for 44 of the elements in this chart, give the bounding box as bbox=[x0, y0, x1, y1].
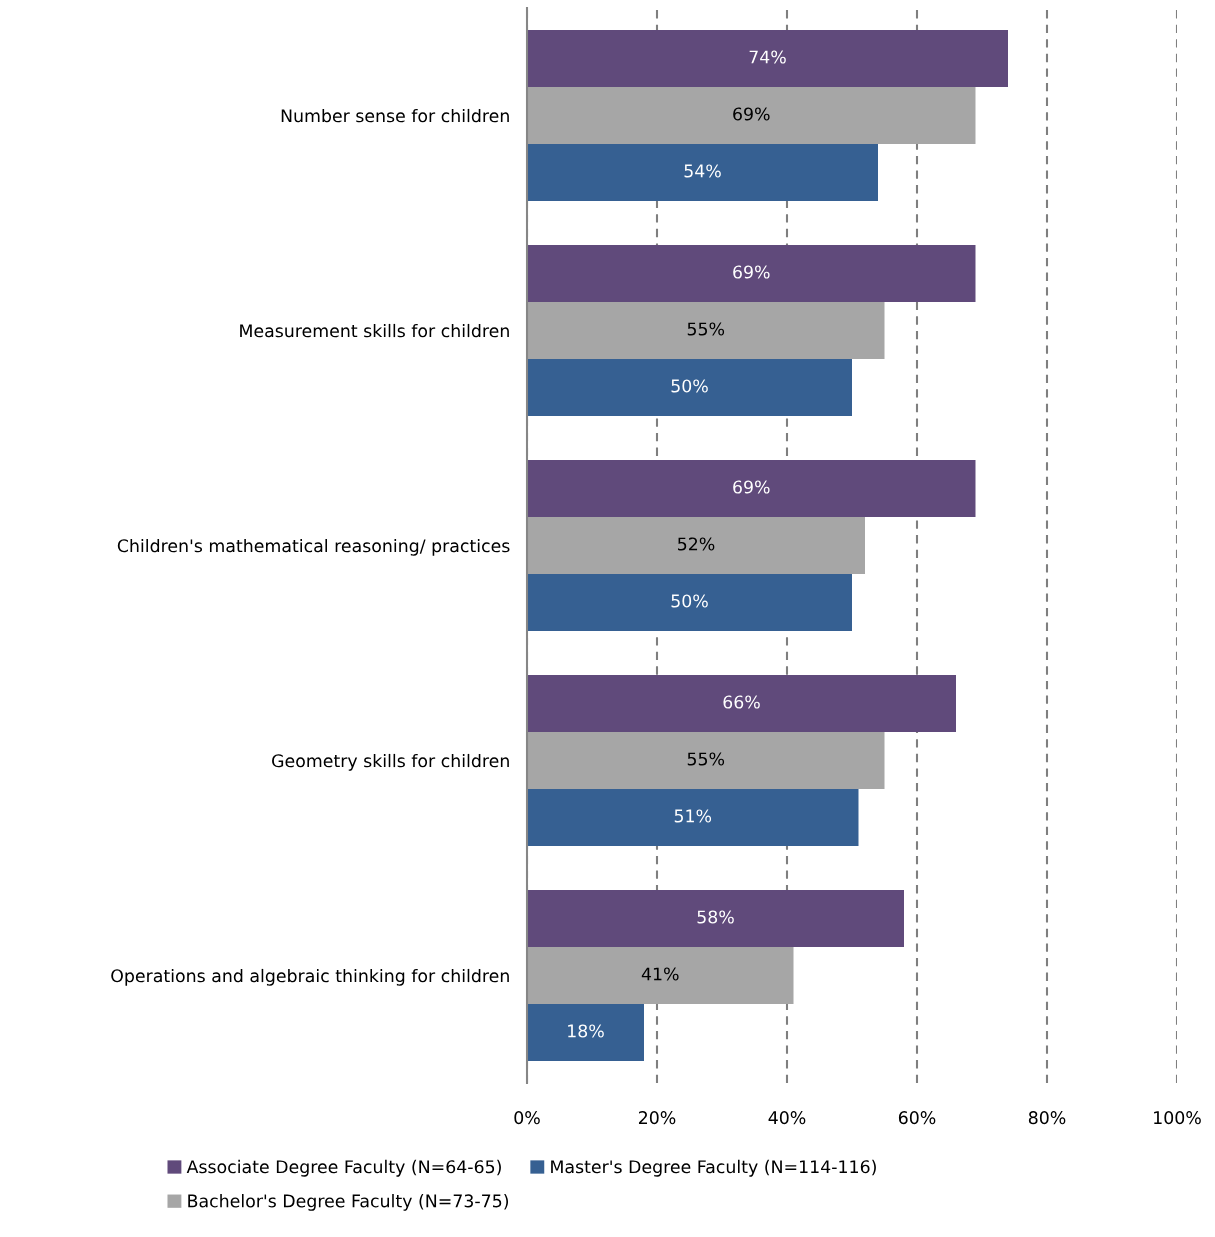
bar bbox=[527, 788, 859, 846]
x-tick-label: 0% bbox=[514, 1111, 540, 1125]
bar bbox=[527, 1003, 644, 1061]
bar bbox=[527, 675, 956, 733]
bar bbox=[527, 245, 976, 303]
data-label: 50% bbox=[671, 379, 708, 393]
x-tick-label: 20% bbox=[638, 1111, 676, 1125]
x-tick-label: 60% bbox=[898, 1111, 936, 1125]
bar bbox=[527, 143, 878, 201]
legend-label: Master's Degree Faculty (N=114-116) bbox=[551, 1159, 876, 1177]
x-tick-label: 100% bbox=[1154, 1111, 1201, 1125]
y-tick-label: Geometry skills for children bbox=[272, 753, 509, 771]
y-tick-label: Measurement skills for children bbox=[240, 323, 509, 338]
bar bbox=[527, 302, 885, 359]
bar bbox=[527, 87, 976, 144]
y-tick-label: Number sense for children bbox=[281, 108, 509, 123]
data-label: 18% bbox=[568, 1024, 604, 1038]
data-label: 58% bbox=[697, 910, 734, 924]
bar bbox=[527, 732, 885, 789]
bar bbox=[527, 517, 865, 574]
y-tick-label: Children's mathematical reasoning/ practices bbox=[117, 538, 510, 556]
data-label: 52% bbox=[678, 537, 715, 551]
data-label: 41% bbox=[641, 967, 679, 981]
bar bbox=[527, 30, 1008, 88]
x-tick-label: 80% bbox=[1028, 1111, 1066, 1125]
data-label: 69% bbox=[733, 265, 770, 279]
data-label: 55% bbox=[687, 322, 725, 336]
data-label: 66% bbox=[723, 695, 760, 709]
data-label: 51% bbox=[674, 809, 712, 823]
data-label: 50% bbox=[671, 594, 708, 608]
data-label: 69% bbox=[733, 107, 770, 121]
legend-label: Bachelor's Degree Faculty (N=73-75) bbox=[188, 1194, 509, 1211]
legend-label: Associate Degree Faculty (N=64-65) bbox=[186, 1159, 501, 1177]
data-label: 55% bbox=[687, 752, 725, 766]
bar bbox=[527, 460, 976, 518]
data-label: 54% bbox=[684, 164, 721, 178]
bar bbox=[527, 890, 904, 948]
bar bbox=[527, 358, 852, 416]
data-label: 74% bbox=[749, 50, 786, 64]
bar bbox=[527, 947, 794, 1004]
y-tick-label: Operations and algebraic thinking for children bbox=[111, 968, 509, 986]
bar bbox=[527, 573, 852, 631]
x-tick-label: 40% bbox=[768, 1111, 806, 1125]
data-label: 69% bbox=[733, 480, 770, 494]
